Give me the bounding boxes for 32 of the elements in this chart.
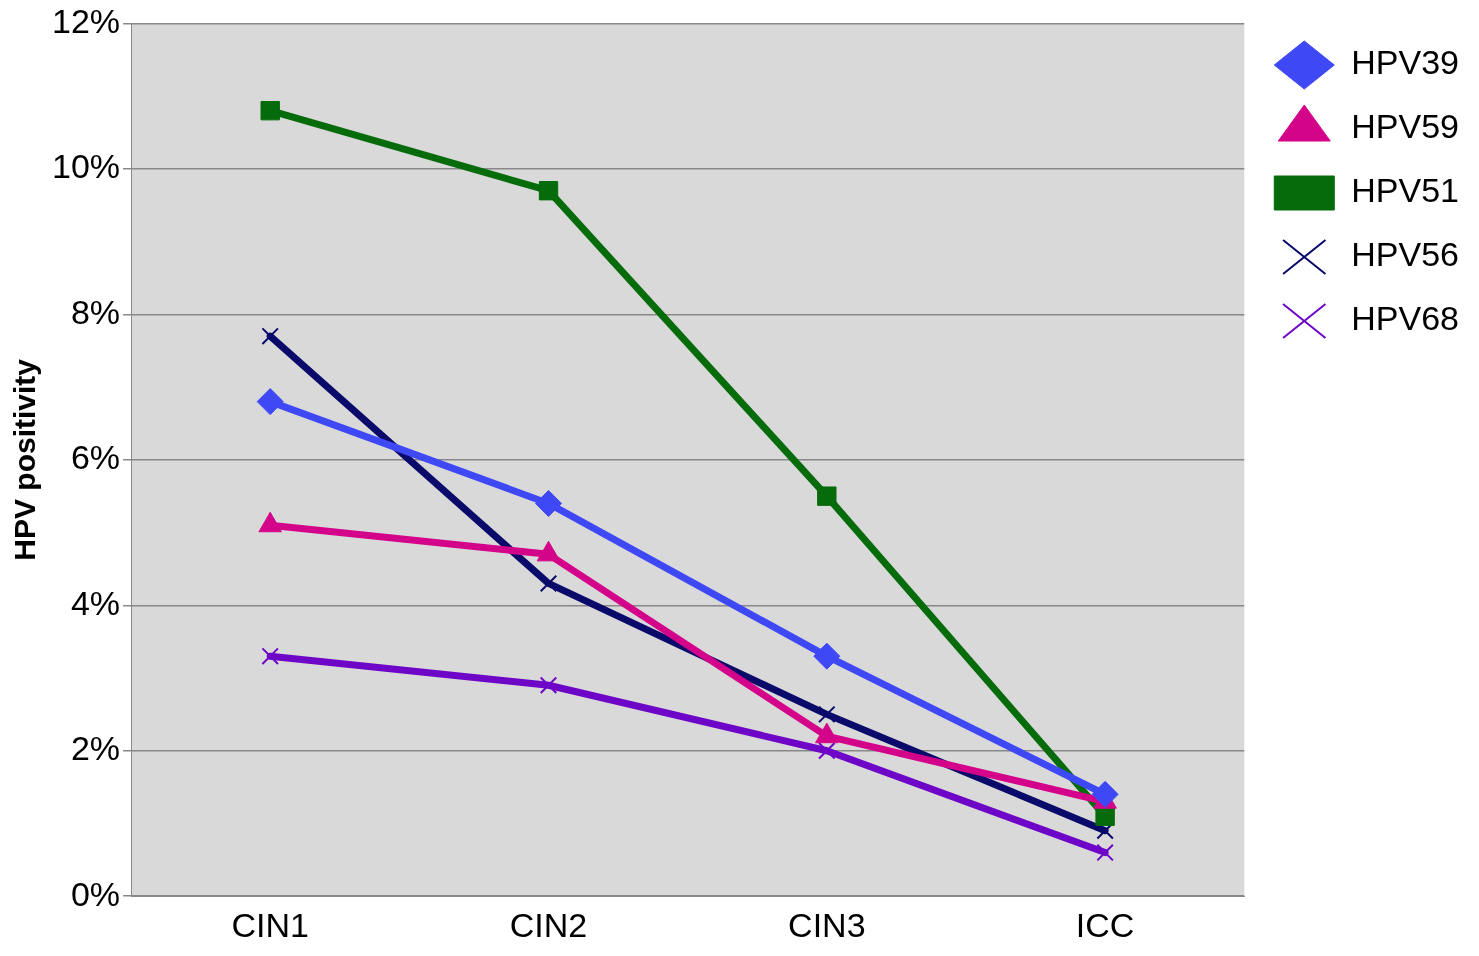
x-tick-label: ICC — [1075, 905, 1135, 944]
x-tick-label: CIN3 — [788, 905, 866, 944]
point — [1091, 780, 1119, 808]
point — [260, 100, 280, 121]
legend-label: HPV56 — [1351, 235, 1460, 274]
y-tick-label: 8% — [70, 292, 121, 331]
point — [535, 489, 563, 517]
point — [817, 486, 837, 506]
x-tick-label: CIN1 — [231, 905, 309, 944]
point — [1095, 806, 1115, 826]
legend-label: HPV59 — [1351, 107, 1460, 146]
y-tick-label: 10% — [51, 147, 121, 186]
point — [539, 574, 558, 593]
y-tick-label: 0% — [70, 874, 121, 913]
point — [261, 327, 279, 345]
y-axis-title: HPV positivity — [8, 358, 42, 561]
point — [261, 647, 279, 665]
x-tick-label: CIN2 — [509, 905, 588, 944]
point — [818, 705, 836, 724]
point — [539, 676, 558, 695]
point — [256, 388, 284, 416]
y-tick-label: 12% — [51, 1, 121, 40]
point — [1096, 843, 1114, 862]
point — [818, 741, 836, 760]
legend-label: HPV39 — [1351, 43, 1460, 82]
legend-label: HPV68 — [1351, 299, 1460, 338]
y-tick-label: 2% — [70, 729, 121, 768]
y-tick-label: 6% — [70, 438, 121, 477]
point — [813, 642, 841, 670]
legend-label: HPV51 — [1351, 171, 1460, 210]
y-tick-label: 4% — [70, 583, 121, 622]
point — [538, 180, 559, 201]
